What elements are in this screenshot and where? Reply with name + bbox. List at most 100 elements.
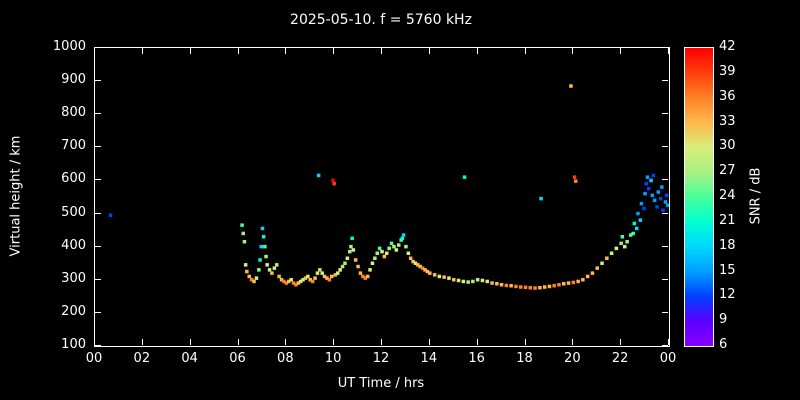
data-point	[552, 284, 556, 288]
y-tick-mark	[662, 311, 668, 313]
data-point	[361, 274, 365, 279]
data-point	[625, 240, 629, 244]
data-point	[542, 285, 547, 289]
data-point	[499, 283, 504, 287]
data-point	[495, 282, 499, 286]
x-tick-mark	[476, 48, 478, 54]
x-tick-mark	[572, 48, 574, 54]
data-point	[619, 241, 623, 246]
data-point	[571, 280, 576, 285]
data-point	[447, 276, 451, 280]
colorbar-tick-label: 21	[719, 212, 736, 228]
data-point	[663, 200, 668, 204]
y-tick-mark	[95, 47, 101, 48]
y-tick-mark	[95, 212, 101, 214]
x-tick-label: 22	[611, 351, 629, 366]
data-point	[509, 284, 513, 288]
x-tick-mark	[333, 339, 335, 345]
colorbar-tick-label: 15	[719, 262, 736, 278]
x-tick-label: 14	[420, 351, 438, 366]
data-point	[277, 274, 281, 279]
data-point	[562, 282, 566, 286]
data-point	[308, 278, 312, 282]
y-tick-label: 1000	[52, 39, 86, 54]
data-point	[243, 263, 248, 267]
data-point	[411, 259, 415, 264]
data-point	[325, 276, 329, 280]
data-point	[538, 286, 542, 290]
colorbar-tick-label: 9	[719, 312, 728, 328]
y-tick-mark	[95, 146, 101, 148]
y-tick-label: 900	[61, 72, 86, 88]
data-point	[547, 284, 552, 289]
data-point	[664, 193, 669, 198]
y-tick-mark	[662, 278, 668, 280]
data-point	[428, 271, 432, 275]
x-tick-mark	[237, 48, 239, 54]
data-point	[261, 235, 266, 239]
y-tick-mark	[95, 179, 101, 181]
chart-title: 2025-05-10. f = 5760 kHz	[290, 12, 472, 28]
data-point	[581, 278, 585, 282]
data-point	[595, 266, 599, 270]
data-point	[462, 175, 467, 179]
data-point	[247, 274, 251, 279]
y-tick-label: 200	[61, 303, 86, 319]
data-point	[655, 205, 659, 209]
x-tick-mark	[620, 48, 622, 54]
data-point	[574, 179, 578, 183]
data-point	[330, 274, 334, 279]
data-point	[400, 236, 405, 241]
data-point	[504, 283, 509, 288]
data-point	[345, 256, 350, 260]
data-point	[569, 84, 573, 88]
data-point	[263, 244, 267, 249]
data-point	[241, 231, 245, 236]
data-point	[291, 281, 296, 285]
data-point	[480, 278, 485, 283]
data-point	[609, 251, 614, 255]
data-point	[642, 206, 646, 211]
data-point	[272, 266, 277, 270]
data-point	[275, 263, 279, 267]
data-point	[623, 244, 627, 249]
colorbar-tick-label: 12	[719, 287, 736, 303]
data-point	[652, 198, 657, 203]
data-point	[432, 273, 437, 277]
data-point	[385, 251, 389, 255]
data-point	[387, 246, 391, 251]
data-point	[539, 196, 543, 201]
data-point	[644, 182, 648, 186]
colorbar	[684, 47, 714, 347]
data-point	[356, 264, 360, 269]
data-point	[471, 279, 475, 284]
data-point	[389, 241, 394, 246]
x-tick-label: 00	[85, 351, 103, 366]
data-point	[332, 182, 336, 186]
y-tick-label: 600	[61, 171, 86, 187]
x-tick-mark	[141, 48, 143, 54]
data-point	[638, 218, 643, 222]
data-point	[358, 271, 363, 275]
x-tick-mark	[285, 339, 287, 345]
data-point	[108, 213, 113, 217]
data-point	[322, 274, 327, 279]
data-point	[254, 276, 259, 280]
data-point	[258, 258, 262, 262]
data-point	[349, 244, 353, 249]
data-point	[660, 185, 664, 189]
data-point	[590, 271, 595, 275]
data-point	[661, 208, 665, 212]
x-tick-mark	[94, 48, 95, 54]
y-axis-label: Virtual height / km	[8, 135, 24, 257]
x-tick-label: 08	[277, 351, 294, 366]
data-point	[466, 280, 470, 284]
colorbar-tick-label: 27	[719, 163, 736, 179]
colorbar-tick-label: 6	[719, 337, 728, 352]
colorbar-tick-label: 33	[719, 113, 736, 129]
data-point	[294, 283, 298, 287]
data-point	[370, 261, 375, 265]
data-point	[646, 187, 651, 191]
data-point	[600, 261, 604, 265]
y-tick-label: 800	[61, 105, 86, 121]
